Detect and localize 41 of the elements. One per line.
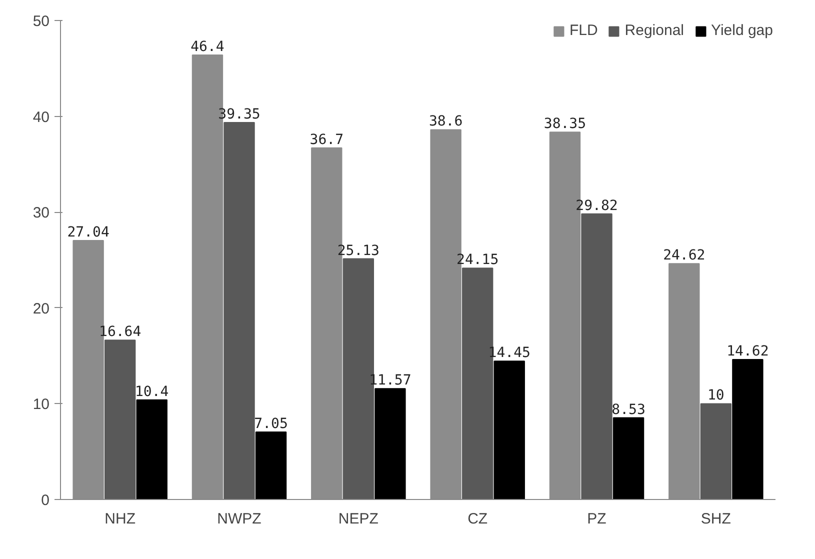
y-tick-label: 50 (32, 13, 50, 30)
legend-label: Yield gap (711, 22, 773, 39)
y-tick-label: 40 (32, 108, 50, 126)
data-label: 14.62 (726, 343, 769, 360)
bar (104, 340, 136, 500)
data-label: 36.7 (310, 132, 344, 148)
data-label: 24.62 (663, 248, 706, 264)
data-label: 29.82 (576, 198, 618, 214)
data-label: 38.6 (428, 114, 463, 130)
y-tick-label: 0 (41, 492, 50, 509)
data-label: 16.64 (99, 324, 142, 340)
bar (700, 403, 732, 500)
y-tick-label: 20 (32, 300, 50, 318)
x-tick-label: SHZ (700, 510, 731, 528)
legend-label: Regional (624, 22, 684, 39)
bar (255, 431, 287, 500)
x-tick-label: NHZ (104, 510, 136, 528)
data-label: 10 (707, 388, 724, 404)
bar (612, 417, 644, 500)
bar (732, 358, 764, 500)
data-label: 38.35 (544, 116, 586, 132)
data-label: 24.15 (456, 252, 499, 268)
x-tick-label: NEPZ (338, 510, 378, 528)
x-tick-label: CZ (468, 510, 488, 528)
data-label: 46.4 (190, 38, 224, 55)
data-label: 25.13 (337, 242, 380, 259)
bar (136, 399, 168, 500)
data-label: 8.53 (612, 402, 646, 418)
bar (581, 213, 612, 500)
y-tick-label: 30 (32, 204, 50, 222)
x-tick-label: NWPZ (217, 510, 262, 528)
data-label: 10.4 (135, 384, 169, 400)
data-label: 27.04 (67, 224, 110, 240)
x-tick-label: PZ (587, 510, 606, 528)
data-label: 39.35 (218, 106, 260, 123)
legend-label: FLD (569, 22, 598, 39)
bar (494, 360, 525, 500)
bar (374, 388, 406, 500)
data-label: 7.05 (254, 416, 288, 432)
y-tick-label: 10 (32, 396, 50, 414)
bar (224, 122, 255, 500)
